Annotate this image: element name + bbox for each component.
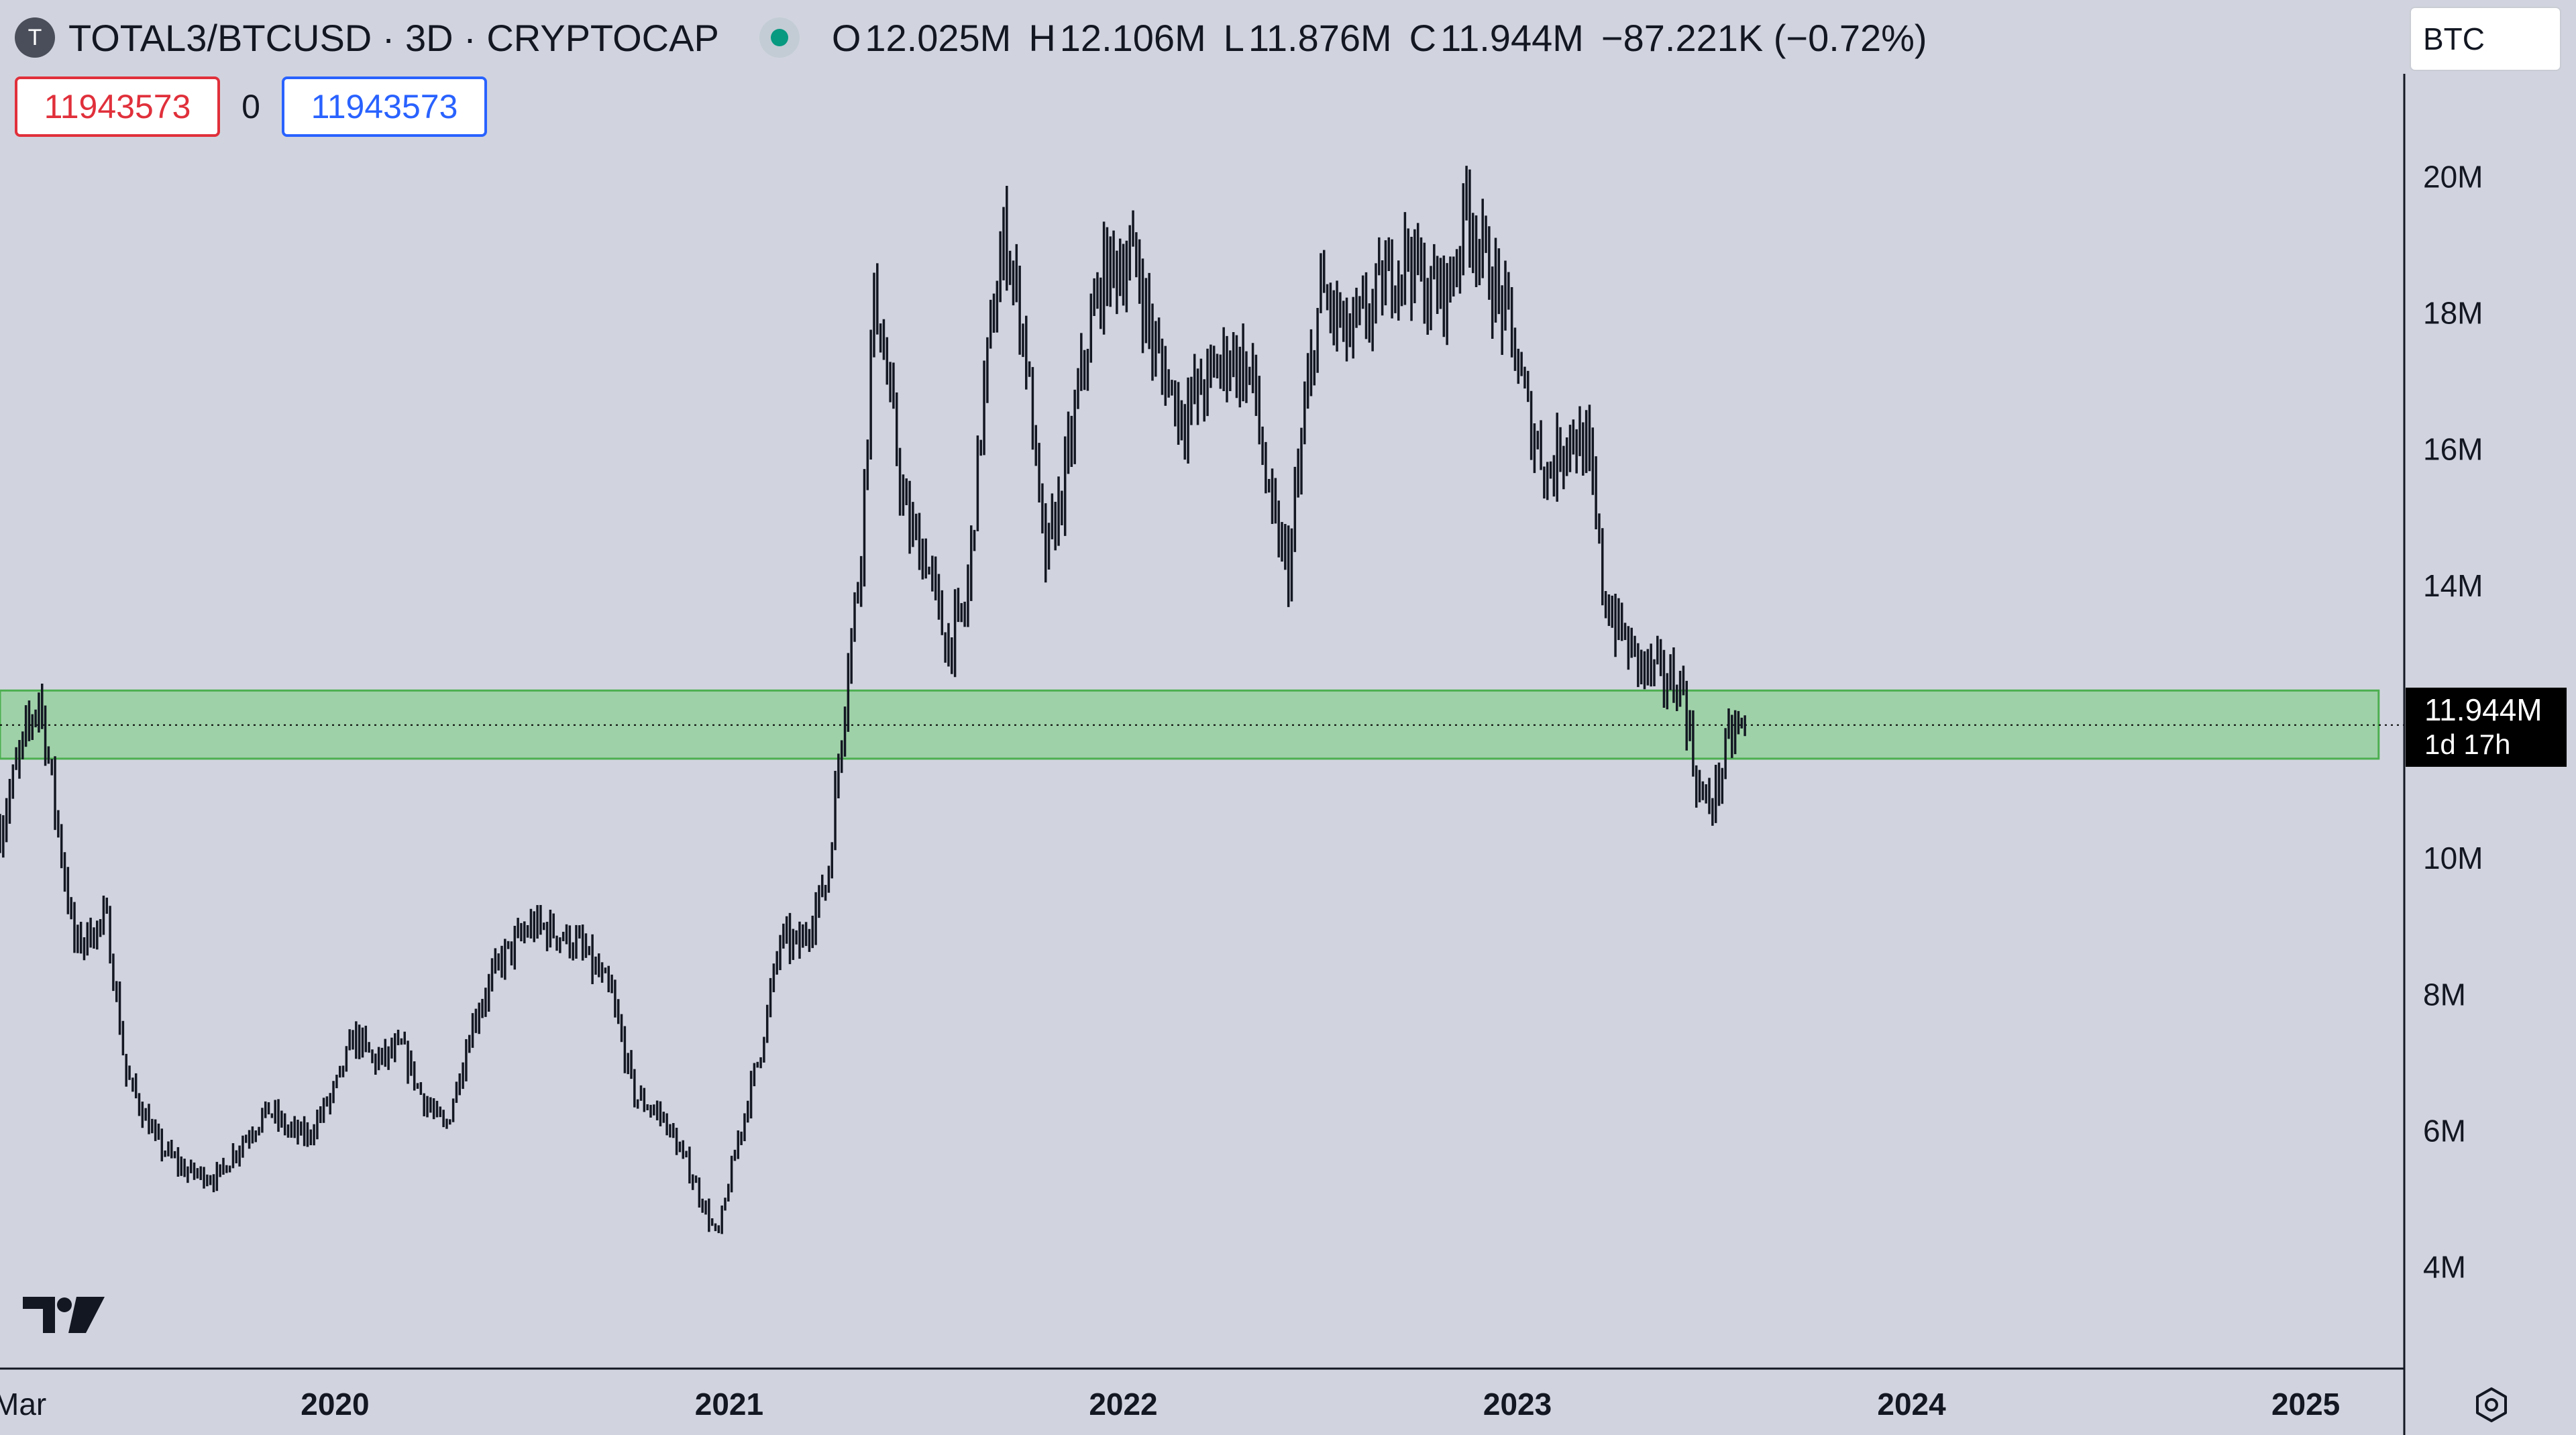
time-tick-label: 2024: [1877, 1387, 1946, 1422]
time-tick-label: 2020: [301, 1387, 369, 1422]
price-tick-label: 8M: [2423, 977, 2466, 1012]
price-tick-label: 6M: [2423, 1113, 2466, 1148]
bar-countdown: 1d 17h: [2424, 729, 2511, 760]
price-tick-label: 20M: [2423, 159, 2483, 194]
settings-gear-icon[interactable]: [2473, 1386, 2510, 1424]
currency-selector[interactable]: BTC: [2410, 7, 2561, 71]
ohlc-high: H 12.106M: [1028, 16, 1206, 59]
ohlc-low: L 11.876M: [1223, 16, 1392, 59]
tradingview-logo-icon[interactable]: [20, 1291, 107, 1338]
price-tick-label: 18M: [2423, 296, 2483, 331]
time-tick-label: 2025: [2271, 1387, 2340, 1422]
price-tick-label: 16M: [2423, 432, 2483, 467]
time-tick-label: 2023: [1483, 1387, 1552, 1422]
spread-value: 0: [241, 88, 260, 125]
buy-button[interactable]: 11943573: [282, 76, 487, 137]
market-status-icon[interactable]: [759, 17, 800, 58]
price-tick-label: 10M: [2423, 841, 2483, 875]
time-tick-label: Mar: [0, 1387, 46, 1422]
last-price-value: 11.944M: [2424, 692, 2542, 727]
sell-button[interactable]: 11943573: [15, 76, 220, 137]
price-tick-label: 4M: [2423, 1250, 2466, 1285]
ohlc-change: −87.221K (−0.72%): [1601, 16, 1927, 59]
time-tick-label: 2021: [695, 1387, 763, 1422]
trade-panel: 11943573 0 11943573: [15, 76, 487, 137]
time-axis[interactable]: Mar 2020 2021 2022 2023 2024 2025: [0, 1387, 2340, 1422]
ohlc-close: C 11.944M: [1409, 16, 1584, 59]
time-tick-label: 2022: [1089, 1387, 1157, 1422]
market-status-dot: [770, 29, 788, 46]
price-tick-label: 14M: [2423, 568, 2483, 603]
ohlc-open: O 12.025M: [831, 16, 1012, 59]
last-price-label: 11.944M 1d 17h: [2406, 688, 2567, 767]
price-axis[interactable]: 20M 18M 16M 14M 10M 8M 6M 4M: [2423, 159, 2483, 1284]
chart-header: T TOTAL3/BTCUSD · 3D · CRYPTOCAP O 12.025…: [15, 12, 1927, 63]
symbol-logo-icon: T: [15, 17, 55, 58]
symbol-title[interactable]: TOTAL3/BTCUSD · 3D · CRYPTOCAP: [68, 16, 719, 59]
candle-series: [0, 166, 1746, 1234]
